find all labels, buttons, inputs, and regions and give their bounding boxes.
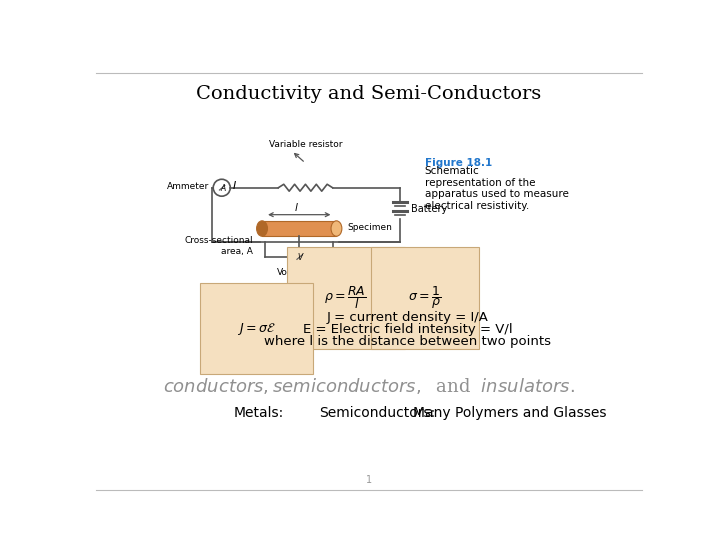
- Text: $V = IR$: $V = IR$: [238, 291, 275, 304]
- Text: Semiconductors:: Semiconductors:: [319, 407, 435, 421]
- Text: where l is the distance between two points: where l is the distance between two poin…: [264, 335, 552, 348]
- Text: E = Electric field intensity = V/l: E = Electric field intensity = V/l: [303, 323, 513, 336]
- Text: Ammeter: Ammeter: [167, 183, 210, 192]
- Ellipse shape: [331, 221, 342, 236]
- Text: Voltmeter: Voltmeter: [277, 268, 322, 277]
- Text: Variable resistor: Variable resistor: [269, 140, 342, 149]
- Text: Schematic
representation of the
apparatus used to measure
electrical resistivity: Schematic representation of the apparatu…: [425, 166, 569, 211]
- Text: $\rho = \dfrac{RA}{l}$: $\rho = \dfrac{RA}{l}$: [325, 285, 367, 311]
- FancyBboxPatch shape: [262, 221, 336, 236]
- Text: Metals:: Metals:: [234, 407, 284, 421]
- Text: Figure 18.1: Figure 18.1: [425, 158, 492, 168]
- Text: V: V: [297, 253, 302, 262]
- Text: l: l: [294, 203, 297, 213]
- Text: Cross-sectional
area, A: Cross-sectional area, A: [184, 236, 253, 256]
- Text: Specimen: Specimen: [347, 223, 392, 232]
- Text: Battery: Battery: [411, 203, 447, 213]
- Text: Many Polymers and Glasses: Many Polymers and Glasses: [413, 407, 607, 421]
- Text: $\mathit{conductors, semiconductors,}$  and  $\mathit{insulators.}$: $\mathit{conductors, semiconductors,}$ a…: [163, 377, 575, 397]
- Ellipse shape: [256, 221, 267, 236]
- Text: Conductivity and Semi-Conductors: Conductivity and Semi-Conductors: [197, 85, 541, 103]
- Text: J = current density = I/A: J = current density = I/A: [327, 311, 489, 324]
- Text: $\sigma = \dfrac{1}{\rho}$: $\sigma = \dfrac{1}{\rho}$: [408, 285, 441, 311]
- Text: 1: 1: [366, 475, 372, 485]
- Text: $J = \sigma\mathcal{E}$: $J = \sigma\mathcal{E}$: [238, 321, 276, 336]
- Text: A: A: [220, 184, 226, 193]
- Text: I: I: [233, 181, 236, 191]
